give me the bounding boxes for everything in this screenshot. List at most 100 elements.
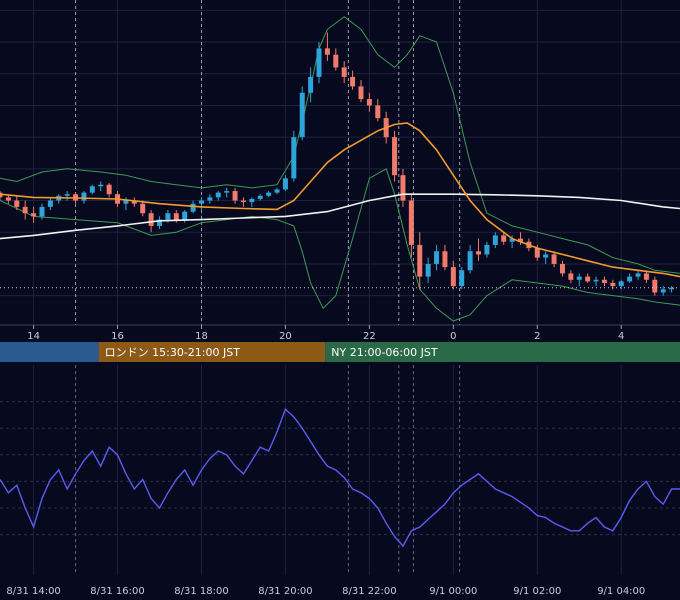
candle-body (484, 244, 490, 255)
candle[interactable] (240, 197, 246, 207)
x-tick-label: 18 (195, 331, 208, 342)
moving-averages (0, 122, 680, 278)
x-tick-label: 2 (534, 331, 540, 342)
candle[interactable] (450, 260, 456, 290)
candle[interactable] (308, 67, 314, 103)
candle-body (5, 197, 11, 201)
candle[interactable] (392, 130, 398, 182)
candle[interactable] (81, 191, 87, 204)
candle-body (207, 197, 213, 201)
candle-body (140, 203, 146, 214)
candle[interactable] (299, 86, 305, 141)
candle[interactable] (350, 70, 356, 90)
candle[interactable] (39, 203, 45, 220)
x-tick-label: 8/31 22:00 (342, 586, 396, 597)
candle[interactable] (484, 241, 490, 258)
candle[interactable] (408, 194, 414, 258)
candlestick-series[interactable] (0, 32, 675, 296)
candle[interactable] (501, 232, 507, 245)
candle[interactable] (333, 48, 339, 71)
candle[interactable] (417, 232, 423, 290)
candle[interactable] (316, 42, 322, 84)
candle[interactable] (291, 130, 297, 182)
x-tick-label: 22 (363, 331, 376, 342)
candle-body (165, 213, 171, 220)
candle-body (157, 219, 163, 226)
candle-body (551, 254, 557, 264)
candle[interactable] (207, 194, 213, 204)
candle[interactable] (47, 197, 53, 211)
candle[interactable] (106, 183, 112, 198)
candle-body (627, 276, 633, 282)
candle[interactable] (509, 235, 515, 249)
candle[interactable] (476, 238, 482, 261)
candle[interactable] (400, 168, 406, 207)
candle[interactable] (64, 191, 70, 201)
candle[interactable] (434, 244, 440, 271)
candle[interactable] (224, 187, 230, 198)
candle[interactable] (551, 251, 557, 268)
candle[interactable] (257, 194, 263, 201)
candle[interactable] (660, 286, 666, 296)
candle[interactable] (593, 276, 599, 287)
candle[interactable] (627, 273, 633, 283)
bollinger-upper-line (0, 16, 680, 274)
candle[interactable] (576, 273, 582, 287)
candle[interactable] (585, 273, 591, 283)
candle-body (543, 254, 549, 258)
x-tick-label: 20 (279, 331, 292, 342)
candle-body (652, 279, 658, 293)
candle-body (308, 76, 314, 93)
candle[interactable] (375, 99, 381, 122)
candle[interactable] (568, 270, 574, 283)
candle[interactable] (467, 244, 473, 274)
candle[interactable] (215, 191, 221, 201)
candle[interactable] (459, 267, 465, 290)
candle[interactable] (358, 80, 364, 103)
candle[interactable] (232, 187, 238, 204)
oscillator-panel-grid (0, 365, 680, 575)
candle-body (333, 54, 339, 68)
candle[interactable] (601, 276, 607, 287)
candle-body (182, 211, 188, 220)
candle[interactable] (22, 200, 28, 220)
candle[interactable] (492, 232, 498, 249)
candle[interactable] (14, 195, 20, 211)
candle[interactable] (643, 270, 649, 283)
candle[interactable] (366, 92, 372, 112)
candle[interactable] (669, 286, 675, 293)
candle[interactable] (282, 175, 288, 192)
candle-body (375, 105, 381, 119)
candle[interactable] (140, 200, 146, 217)
candle[interactable] (559, 260, 565, 277)
candle[interactable] (341, 61, 347, 84)
candle[interactable] (98, 181, 104, 192)
candle-body (425, 263, 431, 277)
candle[interactable] (89, 184, 95, 195)
candle[interactable] (266, 191, 272, 198)
candle[interactable] (249, 197, 255, 207)
candle[interactable] (157, 216, 163, 230)
candle[interactable] (543, 251, 549, 264)
candle[interactable] (652, 276, 658, 296)
candle[interactable] (442, 244, 448, 271)
candle[interactable] (517, 232, 523, 245)
session-segment (0, 342, 99, 362)
candle[interactable] (618, 279, 624, 290)
candle-body (106, 184, 112, 195)
candle-body (400, 175, 406, 201)
bollinger-bands (0, 16, 680, 322)
candle[interactable] (635, 270, 641, 280)
x-tick-label: 14 (27, 331, 40, 342)
oscillator-series[interactable] (0, 407, 680, 548)
candle[interactable] (324, 32, 330, 62)
candle[interactable] (274, 187, 280, 195)
candle-body (601, 279, 607, 283)
candle-body (669, 287, 675, 290)
candle[interactable] (131, 197, 137, 207)
candle[interactable] (425, 257, 431, 283)
candle[interactable] (31, 206, 37, 223)
candle[interactable] (198, 197, 204, 211)
